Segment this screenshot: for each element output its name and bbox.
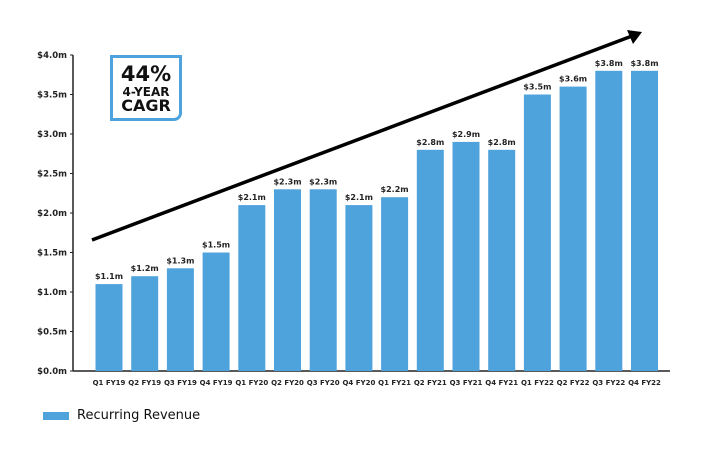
data-label: $1.2m: [131, 264, 159, 273]
data-label: $2.1m: [345, 193, 373, 202]
data-label: $3.5m: [523, 83, 551, 92]
data-label: $3.8m: [595, 59, 623, 68]
y-tick-label: $1.0m: [37, 288, 67, 298]
y-tick-label: $0.0m: [37, 367, 67, 377]
legend: Recurring Revenue: [43, 408, 200, 423]
bar: [559, 86, 587, 371]
y-tick-label: $2.0m: [37, 209, 67, 219]
data-label: $2.8m: [488, 138, 516, 147]
x-tick-label: Q4 FY20: [342, 379, 375, 387]
trend-arrow-head: [627, 30, 642, 44]
bar: [345, 205, 373, 371]
legend-swatch: [43, 411, 69, 420]
data-label: $1.1m: [95, 272, 123, 281]
x-tick-label: Q4 FY19: [200, 379, 233, 387]
bar: [416, 149, 444, 371]
x-tick-label: Q1 FY20: [235, 379, 268, 387]
x-tick-label: Q2 FY20: [271, 379, 304, 387]
data-label: $1.3m: [166, 256, 194, 265]
y-tick-label: $4.0m: [37, 51, 67, 61]
data-label: $2.3m: [309, 177, 337, 186]
data-label: $2.2m: [381, 185, 409, 194]
data-label: $2.1m: [238, 193, 266, 202]
cagr-label: CAGR: [121, 96, 171, 115]
bar: [131, 276, 159, 371]
y-tick-label: $3.0m: [37, 130, 67, 140]
x-tick-label: Q2 FY22: [557, 379, 590, 387]
bar: [166, 268, 194, 371]
data-label: $2.3m: [273, 177, 301, 186]
y-tick-label: $3.5m: [37, 91, 67, 101]
bar: [95, 284, 123, 371]
x-tick-label: Q1 FY19: [93, 379, 126, 387]
x-tick-label: Q4 FY21: [485, 379, 518, 387]
y-tick-label: $0.5m: [37, 328, 67, 338]
bar: [595, 70, 623, 372]
bar: [309, 189, 337, 371]
x-tick-label: Q3 FY21: [450, 379, 483, 387]
x-tick-label: Q3 FY19: [164, 379, 197, 387]
data-label: $1.5m: [202, 241, 230, 250]
bar: [631, 70, 658, 372]
x-tick-label: Q3 FY20: [307, 379, 340, 387]
bar: [202, 252, 230, 371]
data-label: $2.9m: [452, 130, 480, 139]
data-label: $3.8m: [630, 59, 658, 68]
legend-label: Recurring Revenue: [77, 408, 201, 423]
x-tick-label: Q3 FY22: [592, 379, 625, 387]
x-tick-label: Q1 FY22: [521, 379, 554, 387]
bar: [452, 141, 480, 371]
bar: [381, 197, 409, 371]
x-tick-label: Q1 FY21: [378, 379, 411, 387]
data-label: $2.8m: [416, 138, 444, 147]
y-tick-label: $2.5m: [37, 170, 67, 180]
bar: [238, 205, 266, 371]
x-tick-label: Q2 FY21: [414, 379, 447, 387]
y-tick-label: $1.5m: [37, 249, 67, 259]
trend-arrow-line: [91, 34, 633, 242]
data-label: $3.6m: [559, 75, 587, 84]
cagr-percent: 44%: [120, 62, 172, 86]
x-tick-label: Q4 FY22: [628, 379, 661, 387]
x-tick-label: Q2 FY19: [128, 379, 161, 387]
bar: [274, 189, 301, 371]
cagr-period: 4-YEAR: [122, 85, 170, 99]
bar: [488, 149, 516, 371]
bar: [523, 94, 551, 371]
cagr-badge: 44% 4-YEAR CAGR: [110, 55, 182, 121]
